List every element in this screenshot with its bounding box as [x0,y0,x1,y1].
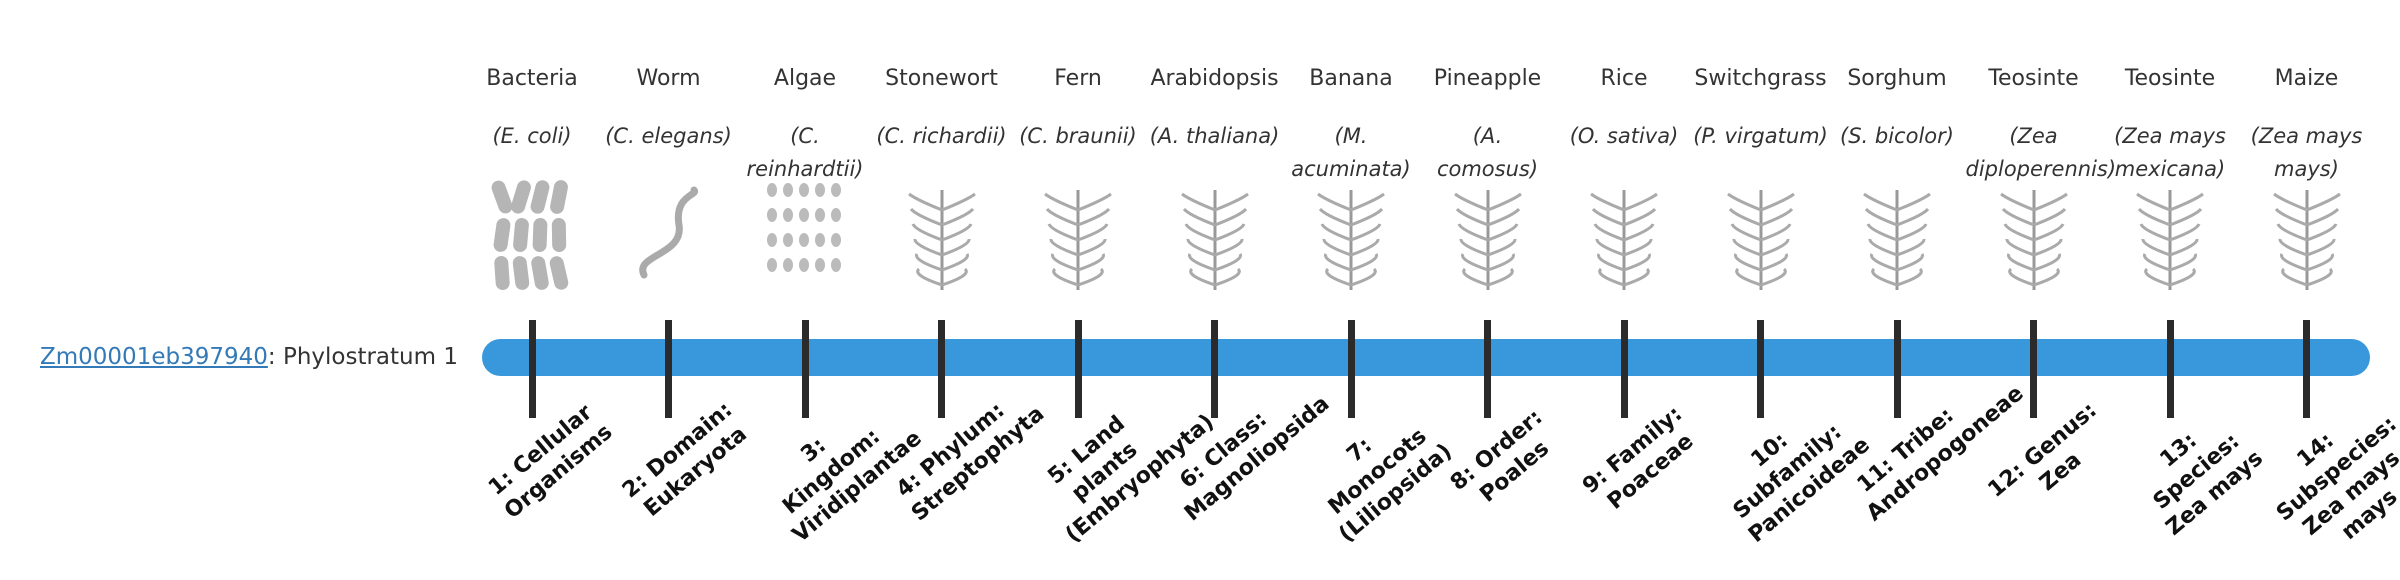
timeline-tick [528,320,536,418]
taxon-name: Bacteria [486,66,578,91]
timeline-tick [938,320,945,418]
species-name: (E. coli) [492,124,572,148]
illustration [491,180,569,290]
taxon-illustration [1443,175,1533,299]
taxon-illustration [1989,175,2079,299]
taxon-illustration [897,175,987,299]
gene-stratum: : Phylostratum 1 [267,344,458,370]
rank-label: 3: Kingdom: Viridiplantae [778,424,927,548]
species-name: (M. acuminata) [1291,124,1411,181]
taxon-name: Worm [636,66,701,91]
illustration [1180,190,1249,290]
taxon-illustration [487,175,577,299]
taxon-name: Stonewort [885,66,998,91]
species-name: (P. virgatum) [1693,124,1828,148]
rank-label: 1: Cellular Organisms [484,400,618,524]
taxon-illustration [1852,175,1942,299]
timeline-tick [1347,320,1355,418]
timeline-tick [1211,320,1218,418]
illustration [1044,190,1112,290]
timeline-tick [2166,320,2174,418]
taxon-name: Teosinte [1988,66,2079,91]
illustration [1863,190,1931,290]
timeline-tick [665,320,672,418]
species-name: (C. reinhardtii) [746,124,864,181]
timeline-tick [2030,320,2037,418]
species-name: (S. bicolor) [1840,124,1954,148]
illustration [767,183,841,272]
illustration [1453,190,1522,290]
taxon-illustration [2125,175,2215,299]
rank-label: 13: Species: Zea mays [2148,428,2268,541]
illustration [1317,190,1385,290]
taxon-name: Algae [773,66,837,91]
taxon-name: Teosinte [2124,66,2216,91]
illustration [1999,190,2068,290]
timeline-tick [1893,320,1901,418]
illustration [1590,190,1658,290]
taxon-name: Arabidopsis [1150,66,1279,91]
illustration [907,190,976,290]
taxon-name: Pineapple [1433,66,1542,91]
species-name: (Zea mays mexicana) [2114,124,2226,181]
taxon-name: Rice [1600,66,1648,91]
species-name: (C. richardii) [876,124,1007,148]
illustration [1726,190,1795,290]
rank-label: 2: Domain: Eukaryota [617,397,752,522]
timeline-tick [801,320,809,418]
taxon-illustration [1170,175,1260,299]
taxon-name: Switchgrass [1694,66,1827,91]
taxon-illustration [1716,175,1806,299]
taxon-illustration [2262,175,2352,299]
taxon-name: Maize [2274,66,2339,91]
timeline-tick [1757,320,1764,418]
species-name: (C. elegans) [605,124,732,148]
taxon-name: Sorghum [1847,66,1947,91]
gene-link[interactable]: Zm00001eb397940 [40,344,268,370]
rank-label: 14: Subspecies: Zea mays mays [2271,411,2400,546]
taxon-illustration [760,175,850,299]
taxon-illustration [1579,175,1669,299]
timeline-tick [1620,320,1628,418]
timeline-tick [2303,320,2310,418]
timeline-bar [482,339,2370,376]
species-name: (A. thaliana) [1149,124,1280,148]
timeline-tick [1484,320,1491,418]
species-name: (C. braunii) [1019,124,1137,148]
rank-label: 9: Family: Poaceae [1578,401,1699,515]
illustration [2136,190,2204,290]
rank-label: 5: Land plants (Embryophyta) [1043,409,1219,548]
taxon-name: Banana [1309,66,1393,91]
timeline-tick [1074,320,1082,418]
species-name: (Zea mays mays) [2250,124,2363,181]
taxon-illustration [1033,175,1123,299]
taxon-name: Fern [1054,66,1102,91]
taxon-illustration [1306,175,1396,299]
illustration [2272,190,2341,290]
taxon-illustration [624,175,714,299]
species-name: (O. sativa) [1569,124,1679,148]
rank-label: 10: Subfamily: Panicoideae [1728,419,1875,548]
illustration [638,186,698,279]
species-name: (A. comosus) [1436,124,1539,181]
species-name: (Zea diploperennis) [1965,124,2117,181]
gene-label: Zm00001eb397940: Phylostratum 1 [40,340,458,374]
